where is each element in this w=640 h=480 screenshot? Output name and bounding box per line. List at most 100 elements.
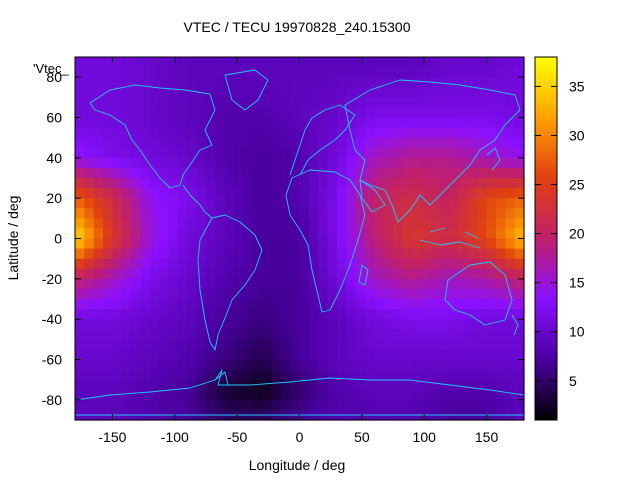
heatmap-cell (308, 167, 319, 179)
heatmap-cell (393, 157, 403, 169)
heatmap-cell (336, 389, 347, 401)
heatmap-cell (131, 238, 142, 250)
heatmap-cell (327, 87, 338, 98)
heatmap-cell (205, 399, 216, 411)
heatmap-cell (280, 319, 291, 330)
heatmap-cell (121, 137, 132, 149)
heatmap-cell (271, 208, 282, 219)
heatmap-cell (262, 319, 273, 330)
heatmap-cell (421, 369, 432, 381)
heatmap-cell (243, 359, 254, 371)
heatmap-cell (112, 77, 123, 88)
heatmap-cell (364, 278, 375, 290)
heatmap-cell (224, 248, 235, 260)
x-tick-label: 150 (475, 429, 499, 445)
heatmap-cell (196, 228, 207, 240)
heatmap-cell (280, 228, 291, 240)
heatmap-cell (449, 137, 460, 149)
heatmap-cell (364, 339, 375, 351)
heatmap-cell (477, 339, 488, 351)
heatmap-cell (308, 299, 319, 310)
heatmap-cell (430, 329, 441, 340)
heatmap-cell (467, 208, 478, 219)
heatmap-cell (224, 278, 235, 290)
heatmap-cell (187, 167, 198, 179)
heatmap-cell (505, 319, 516, 330)
heatmap-cell (364, 258, 375, 270)
heatmap-cell (458, 369, 469, 381)
heatmap-cell (243, 349, 254, 361)
heatmap-cell (299, 157, 310, 169)
heatmap-cell (514, 238, 525, 250)
heatmap-cell (103, 268, 114, 280)
heatmap-cell (290, 127, 301, 139)
heatmap-cell (430, 319, 441, 330)
heatmap-cell (121, 107, 132, 119)
heatmap-cell (103, 87, 114, 98)
heatmap-cell (196, 198, 207, 209)
heatmap-cell (271, 329, 282, 340)
heatmap-cell (393, 329, 403, 340)
heatmap-cell (140, 57, 151, 68)
heatmap-cell (346, 359, 357, 371)
coastline-central-america (182, 184, 213, 219)
coastline-japan (486, 147, 501, 171)
heatmap-cell (131, 329, 142, 340)
heatmap-cell (149, 87, 160, 98)
heatmap-cell (75, 238, 85, 250)
heatmap-cell (131, 349, 142, 361)
heatmap-cell (383, 228, 394, 240)
heatmap-cell (196, 77, 207, 88)
heatmap-cell (215, 339, 226, 351)
heatmap-cell (103, 137, 114, 149)
heatmap-cell (262, 147, 273, 159)
heatmap-cell (327, 117, 338, 129)
heatmap-cell (262, 278, 273, 290)
heatmap-cell (308, 339, 319, 351)
heatmap-cell (505, 228, 516, 240)
heatmap-cell (262, 329, 273, 340)
heatmap-cell (402, 57, 413, 68)
heatmap-cell (112, 369, 123, 381)
heatmap-cell (93, 188, 104, 199)
heatmap-cell (495, 137, 506, 149)
heatmap-cell (355, 137, 366, 149)
heatmap-cell (75, 218, 85, 230)
heatmap-cell (121, 399, 132, 411)
heatmap-grid (75, 57, 525, 421)
heatmap-cell (187, 329, 198, 340)
heatmap-cell (196, 218, 207, 230)
heatmap-cell (215, 97, 226, 109)
heatmap-cell (374, 359, 385, 371)
heatmap-cell (449, 339, 460, 351)
heatmap-cell (430, 359, 441, 371)
heatmap-cell (149, 77, 160, 88)
heatmap-cell (243, 218, 254, 230)
heatmap-cell (346, 329, 357, 340)
heatmap-cell (84, 288, 95, 300)
heatmap-cell (93, 288, 104, 300)
heatmap-cell (430, 218, 441, 230)
heatmap-cell (411, 339, 422, 351)
heatmap-cell (336, 228, 347, 240)
heatmap-cell (93, 167, 104, 179)
heatmap-cell (421, 288, 432, 300)
heatmap-cell (205, 117, 216, 129)
heatmap-cell (196, 157, 207, 169)
heatmap-cell (383, 238, 394, 250)
heatmap-cell (402, 107, 413, 119)
heatmap-cell (93, 137, 104, 149)
heatmap-cell (318, 87, 329, 98)
heatmap-cell (458, 218, 469, 230)
heatmap-cell (234, 188, 244, 199)
heatmap-cell (374, 57, 385, 68)
heatmap-cell (168, 67, 179, 78)
heatmap-cell (393, 238, 403, 250)
heatmap-cell (103, 399, 114, 411)
heatmap-cell (271, 389, 282, 401)
heatmap-cell (393, 379, 403, 391)
heatmap-cell (505, 157, 516, 169)
heatmap-cell (439, 167, 450, 179)
heatmap-cell (327, 309, 338, 320)
